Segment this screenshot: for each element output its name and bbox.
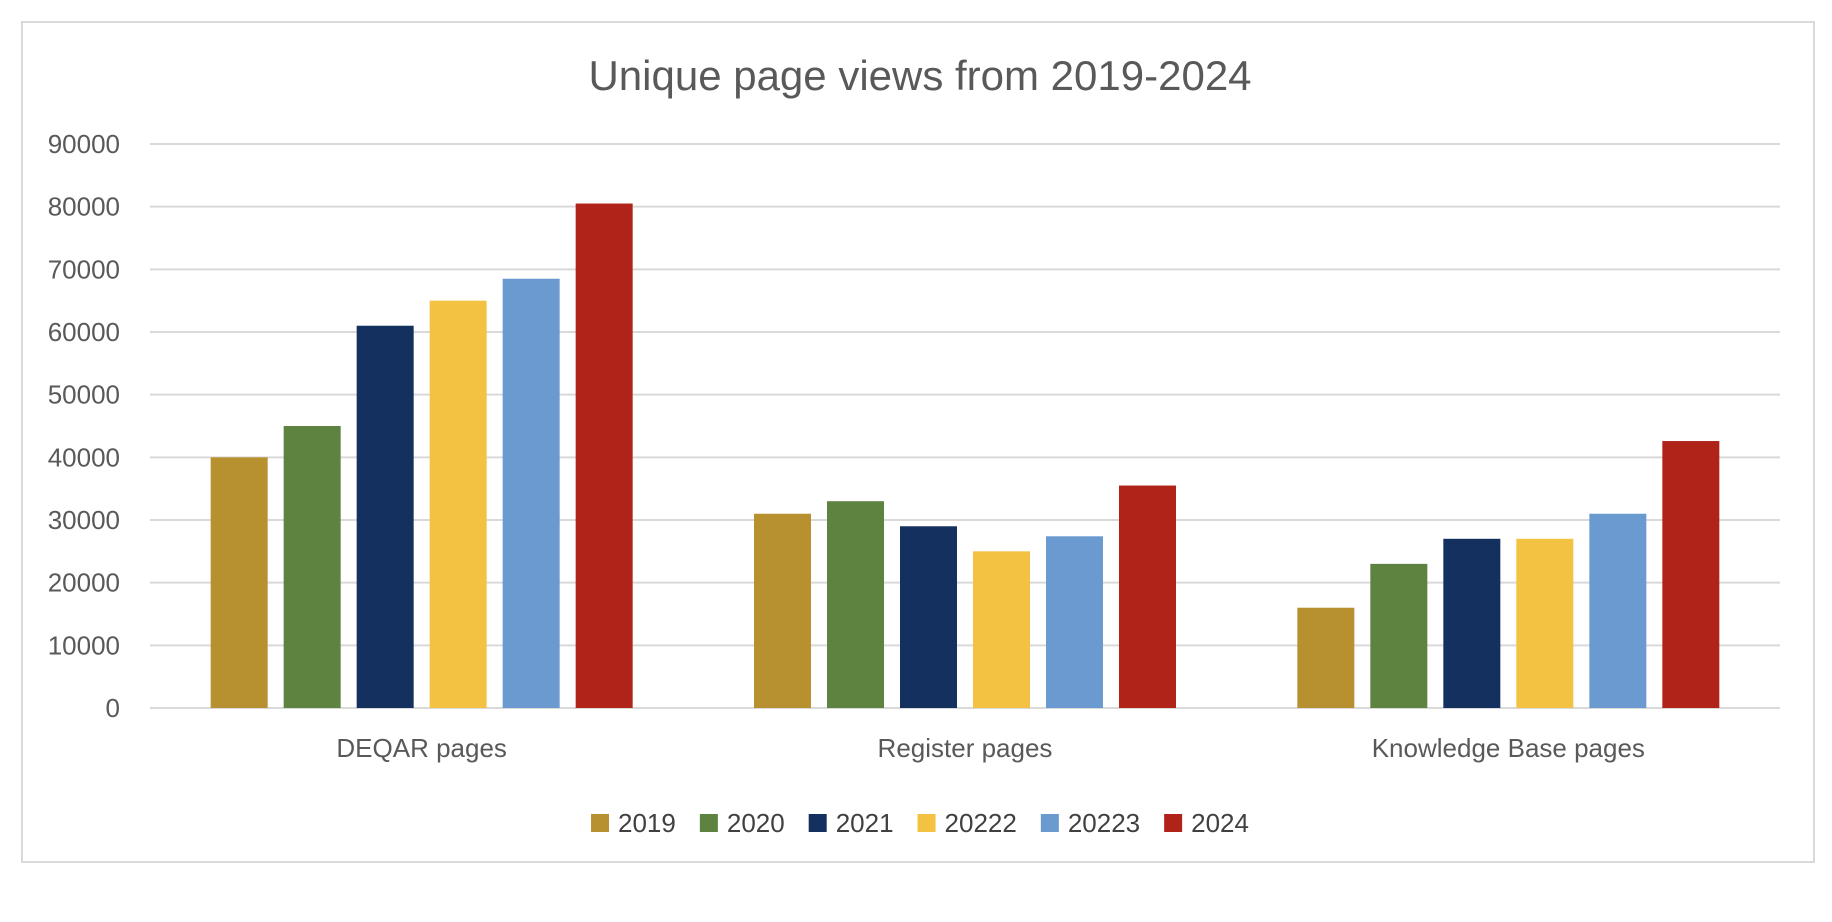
category-label: Register pages <box>878 733 1053 763</box>
bar-2019-1 <box>754 513 811 708</box>
bar-20222-0 <box>429 300 487 708</box>
bar-2021-0 <box>356 325 414 708</box>
category-label: Knowledge Base pages <box>1372 733 1645 763</box>
legend: 2019 2020 2021 20222 20223 2024 <box>591 808 1249 838</box>
y-tick-label: 80000 <box>48 192 120 222</box>
legend-label: 2019 <box>618 808 676 838</box>
y-tick-label: 40000 <box>48 442 120 472</box>
bar-2024-2 <box>1662 441 1720 708</box>
legend-item-2019: 2019 <box>591 808 676 838</box>
legend-label: 2024 <box>1191 808 1249 838</box>
gridlines <box>150 143 1780 709</box>
legend-item-2024: 2024 <box>1164 808 1249 838</box>
bar-20222-2 <box>1516 538 1574 708</box>
category-label: DEQAR pages <box>336 733 507 763</box>
legend-label: 2021 <box>836 808 894 838</box>
bar-2021-1 <box>900 526 957 708</box>
chart-title: Unique page views from 2019-2024 <box>588 52 1251 99</box>
bar-2024-0 <box>575 203 633 709</box>
bar-2020-2 <box>1370 563 1428 708</box>
y-tick-label: 10000 <box>48 630 120 660</box>
legend-swatch <box>1164 814 1183 832</box>
x-axis-category-labels: DEQAR pages Register pages Knowledge Base … <box>336 733 1645 763</box>
y-axis-tick-labels: 0 10000 20000 30000 40000 50000 60000 70000 8000… <box>48 129 120 723</box>
legend-swatch <box>699 814 718 832</box>
legend-label: 2020 <box>727 808 785 838</box>
bar-2019-0 <box>210 457 268 708</box>
bar-2021-2 <box>1443 538 1501 708</box>
bar-2020-1 <box>827 501 884 708</box>
bar-2019-2 <box>1297 607 1355 708</box>
y-tick-label: 70000 <box>48 254 120 284</box>
bars <box>210 203 1720 709</box>
bar-20223-0 <box>502 278 560 708</box>
y-tick-label: 90000 <box>48 129 120 159</box>
legend-swatch <box>591 814 610 832</box>
y-tick-label: 0 <box>106 693 120 723</box>
bar-20223-2 <box>1589 513 1647 708</box>
legend-item-20222: 20222 <box>917 808 1017 838</box>
legend-label: 20223 <box>1068 808 1140 838</box>
y-tick-label: 60000 <box>48 317 120 347</box>
legend-swatch <box>1040 814 1059 832</box>
bar-20223-1 <box>1046 536 1103 708</box>
bar-2020-0 <box>283 426 341 708</box>
y-tick-label: 20000 <box>48 568 120 598</box>
legend-item-2021: 2021 <box>808 808 894 838</box>
legend-swatch <box>917 814 936 832</box>
y-tick-label: 50000 <box>48 380 120 410</box>
legend-item-20223: 20223 <box>1040 808 1140 838</box>
legend-item-2020: 2020 <box>699 808 785 838</box>
legend-swatch <box>808 814 827 832</box>
legend-label: 20222 <box>945 808 1017 838</box>
bar-2024-1 <box>1119 485 1176 708</box>
y-tick-label: 30000 <box>48 505 120 535</box>
bar-20222-1 <box>973 551 1030 708</box>
